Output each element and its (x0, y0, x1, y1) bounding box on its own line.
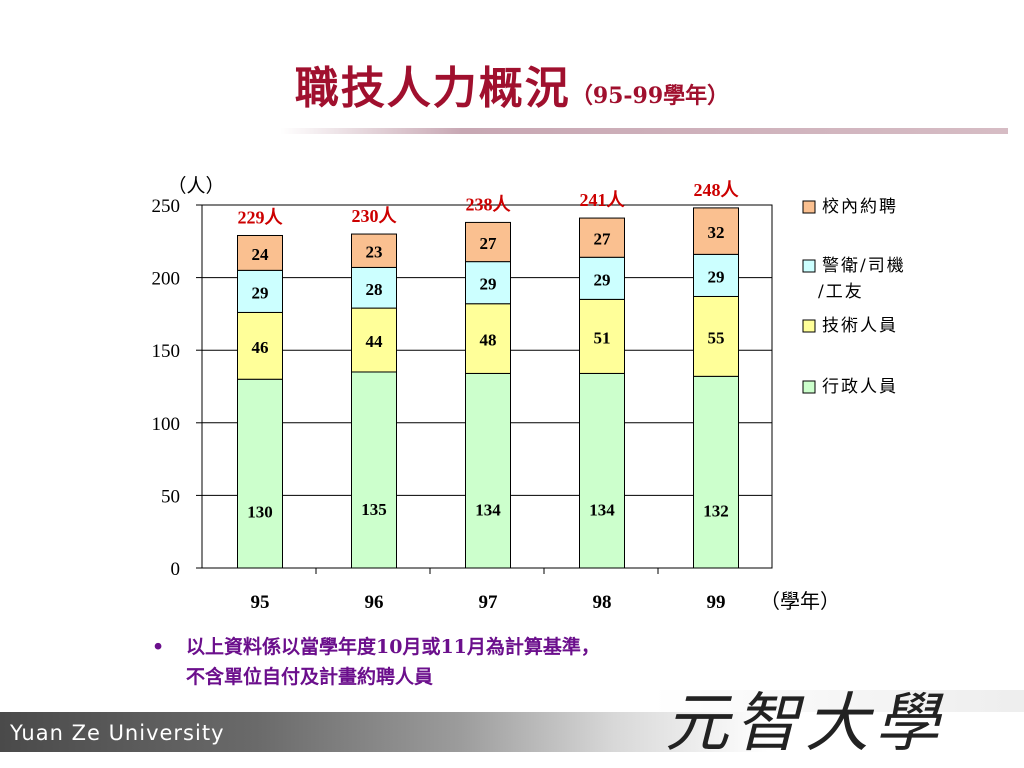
bar-value-label: 135 (361, 500, 387, 519)
legend-label: 警衛/司機 (822, 256, 906, 276)
bar-value-label: 27 (480, 234, 498, 253)
x-tick-label: 96 (365, 592, 384, 613)
bar-segment (351, 371, 397, 569)
bar-total-label: 229人 (238, 207, 284, 227)
bar-segment (237, 378, 283, 569)
footer-university-name: Yuan Ze University (10, 721, 225, 745)
bar-value-label: 24 (252, 245, 270, 264)
bar-total-label: 238人 (466, 194, 512, 214)
y-tick-label: 200 (152, 269, 181, 290)
bar-value-label: 29 (480, 275, 497, 294)
chart-bars (237, 207, 739, 569)
bar-segment (351, 266, 397, 309)
bar-segment (465, 261, 511, 305)
y-tick-label: 150 (152, 341, 181, 362)
legend-label: 校內約聘 (822, 197, 898, 217)
bar-value-label: 28 (366, 280, 383, 299)
chart-labels: 130 46 29 24 229人 135 44 28 23 230人 134 48 29 27 238人 1… (238, 180, 740, 521)
bar-value-label: 27 (594, 230, 612, 249)
bar-segment (237, 269, 283, 313)
y-axis-label: （人） (167, 175, 224, 197)
bar-total-label: 248人 (694, 180, 740, 200)
bar-segment (237, 234, 283, 271)
bar-total-label: 230人 (352, 206, 398, 226)
bar-value-label: 23 (366, 243, 383, 262)
bar-value-label: 29 (708, 267, 725, 286)
bar-total-label: 241人 (580, 190, 626, 210)
chart-axes: 0 50 100 150 200 250（人） （學年） 95 96 97 98 99 (152, 175, 841, 613)
bar-segment (237, 311, 283, 380)
bar-value-label: 134 (475, 501, 501, 520)
bar-segment (579, 217, 625, 258)
bar-segment (465, 221, 511, 263)
bar-value-label: 48 (480, 331, 497, 350)
legend-label: 行政人員 (822, 377, 898, 397)
bar-value-label: 130 (247, 502, 273, 521)
footnote-bullet: • (152, 636, 165, 658)
footnote-line-2: 不含單位自付及計畫約聘人員 (186, 666, 434, 688)
footer-band (0, 712, 1024, 752)
bar-segment (693, 207, 739, 255)
page-title: 職技人力概況（95-99學年） (0, 52, 1024, 116)
legend-label: /工友 (818, 282, 864, 302)
bar-value-label: 44 (366, 332, 384, 351)
legend-swatch (802, 319, 816, 333)
title-divider (280, 128, 1008, 134)
y-tick-label: 100 (152, 414, 181, 435)
title-main: 職技人力概況 (294, 63, 571, 114)
bar-segment (693, 295, 739, 377)
bar-segment (579, 372, 625, 569)
y-tick-label: 0 (171, 559, 181, 580)
legend-swatch (802, 259, 816, 273)
bar-value-label: 29 (594, 270, 611, 289)
x-tick-label: 98 (593, 592, 612, 613)
legend-swatch (802, 380, 816, 394)
footnote-line-1: 以上資料係以當學年度10月或11月為計算基準， (186, 636, 600, 658)
bar-value-label: 51 (594, 328, 611, 347)
bar-value-label: 55 (708, 328, 725, 347)
stacked-bar-chart: 130 46 29 24 229人 135 44 28 23 230人 134 48 29 27 238人 1… (152, 175, 906, 613)
bar-segment (351, 307, 397, 373)
bar-value-label: 132 (703, 502, 729, 521)
bar-value-label: 134 (589, 501, 615, 520)
bar-segment (351, 233, 397, 268)
legend-label: 技術人員 (822, 316, 898, 336)
legend-swatch (802, 200, 816, 214)
x-tick-label: 99 (707, 592, 726, 613)
footnote: • 以上資料係以當學年度10月或11月為計算基準， 不含單位自付及計畫約聘人員 (152, 632, 600, 692)
bar-value-label: 29 (252, 283, 269, 302)
x-axis-label: （學年） (760, 589, 840, 613)
y-tick-label: 250 (152, 196, 181, 217)
bar-value-label: 46 (252, 338, 269, 357)
bar-segment (693, 375, 739, 569)
bar-value-label: 32 (708, 223, 725, 242)
title-sub: （95-99學年） (570, 83, 730, 109)
y-tick-label: 50 (161, 486, 180, 507)
bar-segment (465, 303, 511, 374)
bar-segment (465, 372, 511, 569)
bar-segment (579, 256, 625, 300)
bar-segment (579, 298, 625, 374)
university-logo: 元智大學 (665, 687, 945, 761)
x-tick-label: 95 (251, 592, 270, 613)
x-tick-label: 97 (479, 592, 499, 613)
